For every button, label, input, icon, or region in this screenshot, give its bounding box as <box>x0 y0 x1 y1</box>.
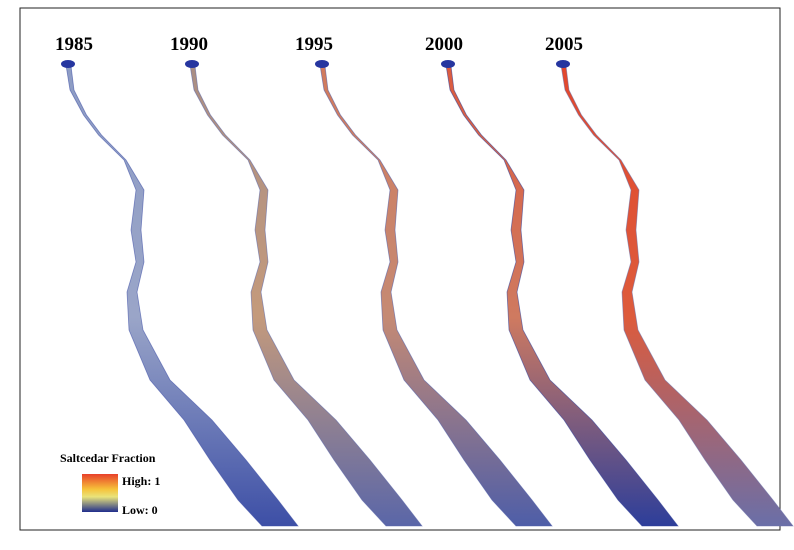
river-maps <box>61 60 794 527</box>
river-strip <box>65 61 299 527</box>
river-strip <box>319 61 553 527</box>
reservoir <box>315 60 329 68</box>
year-label: 1990 <box>170 34 208 55</box>
legend-low: Low: 0 <box>122 503 158 517</box>
reservoir <box>556 60 570 68</box>
river-strip <box>189 61 423 527</box>
reservoir <box>441 60 455 68</box>
frame <box>19 7 781 531</box>
year-label: 1985 <box>55 34 93 55</box>
year-label: 2000 <box>425 34 463 55</box>
legend: Saltcedar Fraction High: 1 Low: 0 <box>60 451 160 517</box>
river-strip <box>445 61 679 527</box>
legend-title: Saltcedar Fraction <box>60 451 156 465</box>
reservoir <box>185 60 199 68</box>
river-strip <box>560 61 794 527</box>
legend-ramp <box>82 474 118 512</box>
year-label: 2005 <box>545 34 583 55</box>
legend-high: High: 1 <box>122 474 160 488</box>
reservoir <box>61 60 75 68</box>
year-label: 1995 <box>295 34 333 55</box>
